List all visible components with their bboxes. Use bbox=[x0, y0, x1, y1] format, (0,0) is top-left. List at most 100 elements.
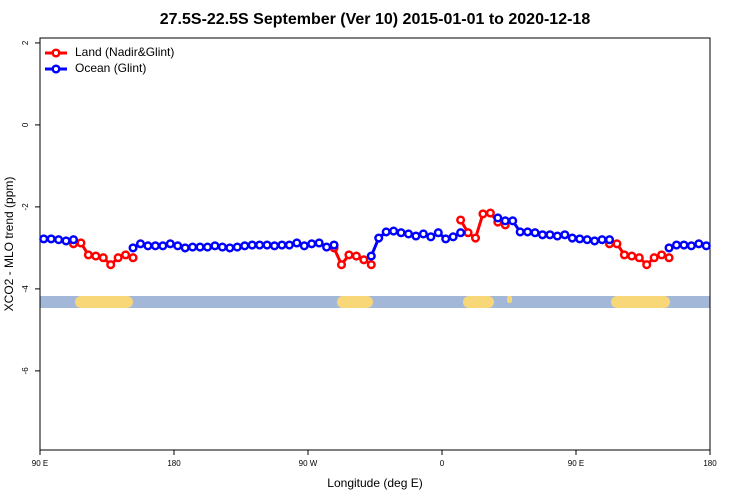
legend-marker bbox=[51, 64, 61, 74]
data-point bbox=[657, 250, 667, 260]
data-point bbox=[359, 255, 369, 265]
data-point bbox=[113, 253, 123, 263]
data-point bbox=[68, 235, 79, 245]
data-point bbox=[128, 243, 138, 253]
data-point bbox=[217, 242, 227, 252]
data-point bbox=[210, 241, 220, 251]
data-point bbox=[180, 243, 190, 253]
data-point bbox=[448, 232, 458, 242]
data-point bbox=[255, 240, 265, 250]
land-ocean-strip bbox=[40, 296, 710, 308]
data-point bbox=[463, 228, 473, 238]
data-point bbox=[299, 241, 309, 251]
data-point bbox=[441, 234, 451, 244]
data-point bbox=[597, 235, 607, 245]
data-point bbox=[530, 228, 540, 238]
data-point bbox=[433, 228, 443, 238]
data-point bbox=[694, 239, 704, 249]
data-point bbox=[150, 241, 160, 251]
data-point bbox=[322, 242, 332, 252]
data-point bbox=[366, 260, 376, 270]
x-axis-label: Longitude (deg E) bbox=[327, 476, 422, 490]
x-tick-label: 90 E bbox=[568, 459, 584, 468]
data-point bbox=[560, 230, 570, 240]
data-point bbox=[582, 235, 592, 245]
data-point bbox=[627, 251, 637, 261]
data-point bbox=[552, 231, 562, 241]
data-point bbox=[671, 240, 682, 250]
data-point bbox=[91, 251, 101, 261]
data-point bbox=[329, 240, 339, 250]
data-point bbox=[642, 260, 652, 270]
data-point bbox=[46, 234, 56, 244]
chart-title: 27.5S-22.5S September (Ver 10) 2015-01-0… bbox=[160, 11, 591, 28]
data-point bbox=[485, 208, 495, 218]
data-point bbox=[508, 216, 518, 226]
y-tick-label: -6 bbox=[21, 367, 30, 375]
data-point bbox=[284, 240, 294, 250]
data-point bbox=[277, 240, 287, 250]
data-point bbox=[61, 236, 71, 246]
data-point bbox=[195, 242, 205, 252]
y-tick-label: 0 bbox=[21, 122, 30, 127]
y-axis-label: XCO2 - MLO trend (ppm) bbox=[2, 177, 16, 312]
data-point bbox=[604, 235, 615, 245]
data-point bbox=[381, 227, 391, 237]
data-point bbox=[590, 236, 600, 246]
data-point bbox=[575, 234, 585, 244]
data-point bbox=[478, 209, 488, 219]
data-point bbox=[54, 235, 64, 245]
y-tick-label: -2 bbox=[21, 203, 30, 211]
x-tick-label: 90 W bbox=[299, 459, 318, 468]
data-point bbox=[426, 232, 436, 242]
data-point bbox=[418, 229, 428, 239]
data-point bbox=[389, 226, 399, 236]
data-point bbox=[664, 253, 674, 263]
data-point bbox=[679, 240, 689, 250]
data-point bbox=[523, 227, 533, 237]
data-point bbox=[351, 251, 361, 261]
data-point bbox=[158, 241, 168, 251]
data-point bbox=[76, 238, 86, 248]
data-point bbox=[537, 230, 548, 240]
data-point bbox=[634, 253, 644, 263]
data-point bbox=[701, 241, 711, 251]
data-point bbox=[649, 253, 659, 263]
data-point bbox=[619, 250, 629, 260]
data-point bbox=[143, 241, 153, 251]
data-point bbox=[83, 250, 93, 260]
data-point bbox=[470, 233, 481, 243]
data-point bbox=[247, 240, 257, 250]
data-point bbox=[292, 238, 302, 248]
data-point bbox=[344, 250, 354, 260]
data-point bbox=[456, 228, 466, 238]
data-point bbox=[232, 242, 242, 252]
data-point bbox=[106, 260, 116, 270]
data-point bbox=[314, 238, 324, 248]
legend-label: Land (Nadir&Glint) bbox=[75, 45, 174, 59]
data-point bbox=[128, 253, 138, 263]
y-tick-label: 2 bbox=[21, 40, 30, 45]
data-point bbox=[686, 241, 696, 251]
data-point bbox=[567, 233, 577, 243]
data-point bbox=[515, 227, 525, 237]
data-point bbox=[403, 229, 414, 239]
data-point bbox=[269, 241, 280, 251]
data-point bbox=[493, 213, 503, 223]
legend-label: Ocean (Glint) bbox=[75, 61, 146, 75]
y-tick-label: -4 bbox=[21, 285, 30, 293]
data-point bbox=[374, 233, 384, 243]
data-point bbox=[612, 239, 622, 249]
data-point bbox=[225, 243, 235, 253]
data-point bbox=[188, 242, 198, 252]
data-point bbox=[545, 230, 555, 240]
data-point bbox=[336, 260, 347, 270]
x-tick-label: 180 bbox=[703, 459, 717, 468]
data-point bbox=[262, 240, 272, 250]
data-point bbox=[165, 239, 175, 249]
x-tick-label: 0 bbox=[440, 459, 445, 468]
x-tick-label: 90 E bbox=[32, 459, 48, 468]
data-point bbox=[396, 228, 406, 238]
data-point bbox=[456, 215, 466, 225]
